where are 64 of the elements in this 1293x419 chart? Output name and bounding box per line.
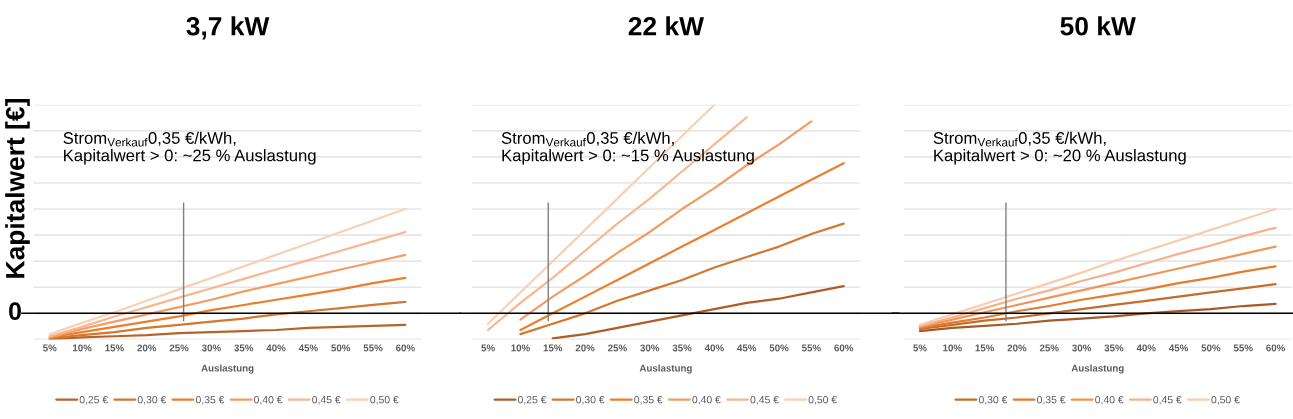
x-tick-label: 55% [801,344,821,352]
legend-label: 0,30 € [137,395,167,405]
x-tick-label: 45% [298,344,318,352]
x-tick-label: 5% [913,344,927,352]
x-tick-label: 5% [481,344,495,352]
x-tick-label: 25% [1039,344,1059,352]
legend-label: 0,35 € [1037,395,1066,405]
x-tick-label: 40% [704,344,724,352]
x-tick-label: 15% [975,344,995,352]
x-tick-label: 55% [1233,344,1253,352]
x-tick-label: 50% [1201,344,1221,352]
legend-label: 0,35 € [634,395,663,405]
x-tick-label: 30% [1072,344,1092,352]
annotation: Strom$_{Verkauf}$0,35 €/kWh, Kapitalwert > 0: ~15 % Auslastung [501,131,754,165]
x-tick-label: 35% [234,344,254,352]
legend-label: 0,25 € [517,395,547,405]
x-tick-label: 20% [137,344,157,352]
legend-label: 0,45 € [1153,395,1182,405]
x-tick-label: 10% [72,344,92,352]
x-axis-title: Auslastung [201,364,254,374]
x-tick-label: 30% [640,344,660,352]
x-tick-label: 15% [105,344,124,352]
legend-label: 0,30 € [576,395,605,405]
x-tick-label: 60% [1266,344,1286,352]
x-tick-label: 50% [331,344,351,352]
legend-label: 0,25 € [79,395,109,405]
legend-label: 0,50 € [370,395,399,405]
x-tick-label: 45% [737,344,757,352]
legend-label: 0,30 € [978,395,1008,405]
x-tick-label: 10% [943,344,962,352]
chart-title: 22 kW [628,16,704,36]
x-tick-label: 50% [769,344,789,352]
legend-label: 0,40 € [1095,395,1124,405]
text: 0 [9,302,21,321]
x-tick-label: 35% [672,344,692,352]
legend-label: 0,50 € [1211,395,1240,405]
legend-label: 0,50 € [808,395,837,405]
x-tick-label: 45% [1168,344,1189,352]
legend-label: 0,40 € [254,395,283,405]
x-tick-label: 5% [43,344,57,352]
text: Strom$_{Verkauf}$0,35 €/kWh, Kapitalwert > 0: ~25 % Auslastung [63,131,316,165]
x-axis-title: Auslastung [639,364,692,374]
legend-label: 0,45 € [750,395,779,405]
legend-label: 0,40 € [692,395,721,405]
x-tick-label: 35% [1104,344,1124,352]
x-axis-title: Auslastung [1071,364,1124,374]
x-tick-label: 60% [395,344,415,352]
x-tick-label: 20% [1007,344,1027,352]
y-axis-title: Kapitalwert [€] [5,99,30,278]
x-tick-label: 40% [1136,344,1156,352]
x-tick-label: 15% [543,344,563,352]
x-tick-label: 20% [575,344,595,352]
chart-title: 3,7 kW [186,16,270,40]
x-tick-label: 25% [608,344,627,352]
legend-label: 0,35 € [195,395,225,405]
x-tick-label: 30% [201,344,221,352]
legend-label: 0,45 € [312,395,341,405]
chart-title: 50 kW [1060,16,1136,36]
x-tick-label: 55% [363,344,383,352]
x-tick-label: 40% [266,344,286,352]
text: Strom$_{Verkauf}$0,35 €/kWh, Kapitalwert > 0: ~20 % Auslastung [933,131,1186,165]
x-tick-label: 10% [511,344,530,352]
x-tick-label: 25% [169,344,189,352]
x-tick-label: 60% [834,344,854,352]
